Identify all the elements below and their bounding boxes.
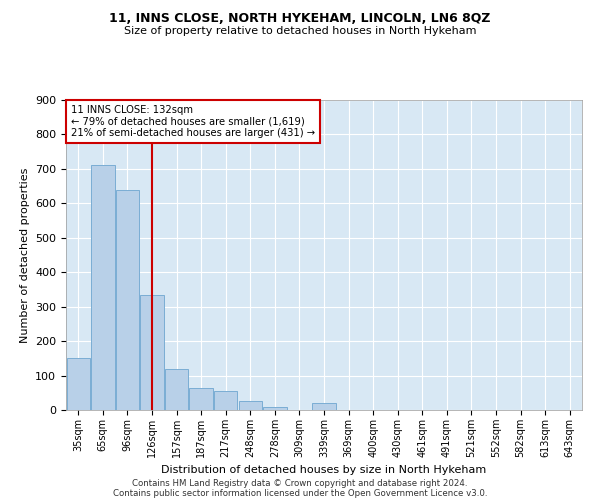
- Bar: [91, 166, 115, 410]
- Bar: [214, 391, 238, 410]
- Text: Contains HM Land Registry data © Crown copyright and database right 2024.: Contains HM Land Registry data © Crown c…: [132, 478, 468, 488]
- Bar: [263, 406, 287, 410]
- Bar: [67, 358, 90, 410]
- Bar: [140, 294, 164, 410]
- Bar: [165, 368, 188, 410]
- Text: Size of property relative to detached houses in North Hykeham: Size of property relative to detached ho…: [124, 26, 476, 36]
- Bar: [116, 190, 139, 410]
- Y-axis label: Number of detached properties: Number of detached properties: [20, 168, 29, 342]
- Bar: [313, 403, 335, 410]
- Bar: [239, 402, 262, 410]
- Text: 11, INNS CLOSE, NORTH HYKEHAM, LINCOLN, LN6 8QZ: 11, INNS CLOSE, NORTH HYKEHAM, LINCOLN, …: [109, 12, 491, 26]
- Text: Contains public sector information licensed under the Open Government Licence v3: Contains public sector information licen…: [113, 488, 487, 498]
- X-axis label: Distribution of detached houses by size in North Hykeham: Distribution of detached houses by size …: [161, 466, 487, 475]
- Bar: [190, 388, 213, 410]
- Text: 11 INNS CLOSE: 132sqm
← 79% of detached houses are smaller (1,619)
21% of semi-d: 11 INNS CLOSE: 132sqm ← 79% of detached …: [71, 104, 315, 138]
